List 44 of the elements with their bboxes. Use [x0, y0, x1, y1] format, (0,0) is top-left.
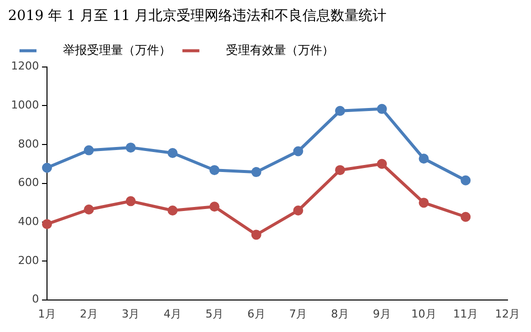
x-tick-label: 11月	[453, 307, 478, 320]
x-tick-label: 4月	[164, 307, 182, 320]
point	[209, 165, 220, 176]
x-tick-label: 6月	[247, 307, 266, 320]
point	[251, 167, 262, 178]
point	[168, 205, 178, 216]
x-tick-label: 2月	[80, 307, 98, 320]
x-tick-label: 1月	[38, 307, 56, 320]
y-tick-label: 0	[32, 292, 39, 306]
point	[126, 196, 136, 206]
x-tick-label: 9月	[372, 307, 391, 320]
y-tick-label: 800	[18, 137, 39, 150]
point	[418, 198, 429, 208]
point	[84, 204, 94, 215]
legend-label: 举报受理量（万件）	[40, 42, 171, 57]
point	[460, 212, 471, 222]
y-tick-label: 1000	[10, 98, 39, 112]
point	[335, 106, 346, 116]
x-tick-label: 5月	[205, 307, 224, 320]
point	[376, 158, 387, 169]
point	[126, 142, 136, 153]
y-tick-label: 600	[18, 176, 39, 190]
y-tick-label: 400	[18, 214, 39, 228]
point	[42, 219, 52, 230]
point	[42, 162, 52, 173]
x-tick-label: 8月	[331, 307, 350, 320]
chart-title: 2019 年 1 月至 11 月北京受理网络违法和不良信息数量统计	[8, 8, 387, 24]
x-tick-label: 10月	[411, 307, 436, 320]
point	[293, 146, 304, 156]
point	[460, 175, 471, 186]
legend-label: 受理有效量（万件）	[202, 42, 334, 57]
x-tick-label: 12月	[495, 307, 520, 320]
y-tick-label: 1200	[10, 60, 39, 73]
point	[293, 205, 304, 216]
point	[335, 165, 346, 176]
point	[376, 104, 387, 114]
x-tick-label: 3月	[122, 307, 140, 320]
point	[251, 230, 262, 240]
point	[84, 145, 94, 156]
point	[209, 202, 220, 212]
y-tick-label: 200	[18, 254, 39, 267]
point	[168, 148, 178, 158]
point	[418, 154, 429, 164]
x-tick-label: 7月	[289, 307, 308, 320]
